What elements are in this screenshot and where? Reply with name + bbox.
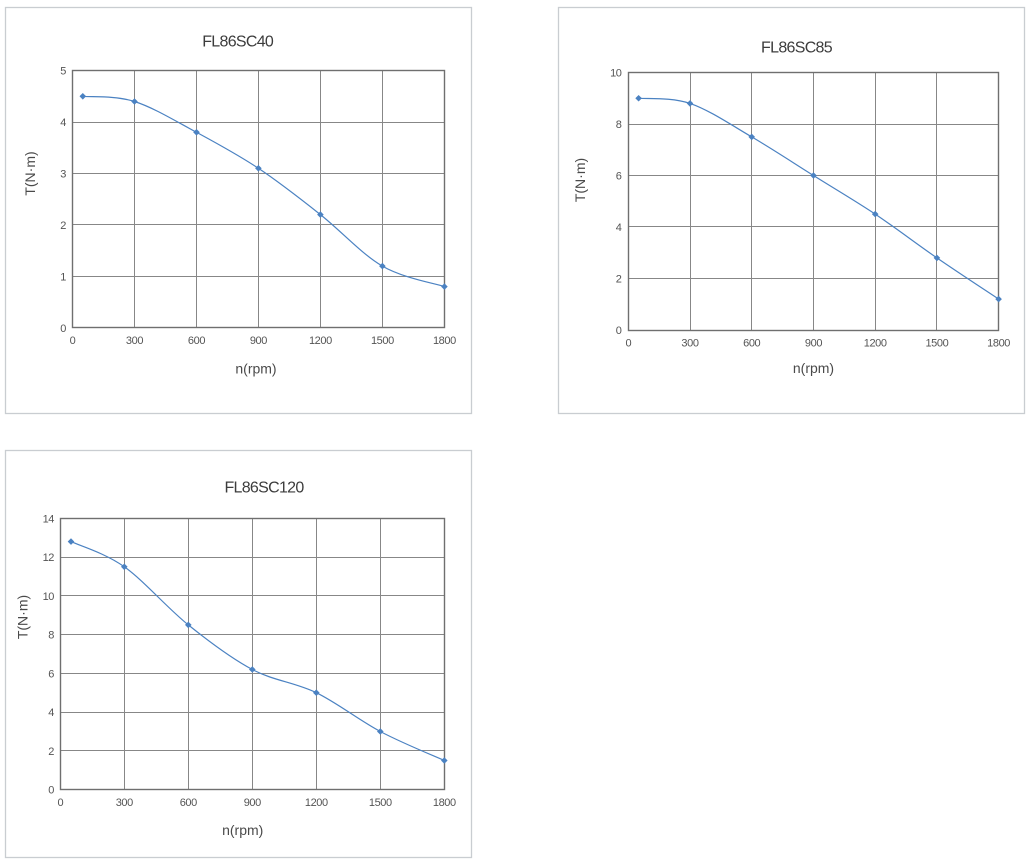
svg-text:1500: 1500 xyxy=(371,335,394,347)
svg-text:14: 14 xyxy=(43,513,55,525)
svg-text:1200: 1200 xyxy=(864,338,887,350)
svg-text:0: 0 xyxy=(57,797,63,809)
svg-text:T(N·m): T(N·m) xyxy=(14,595,30,639)
svg-text:1: 1 xyxy=(60,271,66,283)
svg-text:0: 0 xyxy=(48,785,54,797)
svg-text:600: 600 xyxy=(180,797,197,809)
svg-text:900: 900 xyxy=(805,338,822,350)
svg-text:300: 300 xyxy=(116,797,133,809)
svg-text:FL86SC85: FL86SC85 xyxy=(761,39,833,56)
svg-text:1500: 1500 xyxy=(925,338,948,350)
svg-text:2: 2 xyxy=(48,746,54,758)
svg-text:4: 4 xyxy=(48,707,54,719)
svg-text:4: 4 xyxy=(616,222,622,234)
svg-text:n(rpm): n(rpm) xyxy=(793,360,834,376)
svg-text:4: 4 xyxy=(60,117,66,129)
svg-text:2: 2 xyxy=(60,220,66,232)
svg-text:0: 0 xyxy=(70,335,76,347)
svg-text:6: 6 xyxy=(48,668,54,680)
svg-text:300: 300 xyxy=(126,335,143,347)
svg-text:1800: 1800 xyxy=(987,338,1010,350)
svg-text:1800: 1800 xyxy=(433,797,456,809)
svg-text:1800: 1800 xyxy=(433,335,456,347)
svg-text:10: 10 xyxy=(43,591,55,603)
svg-text:0: 0 xyxy=(616,325,622,337)
svg-text:n(rpm): n(rpm) xyxy=(222,822,263,838)
svg-text:300: 300 xyxy=(681,338,698,350)
svg-text:900: 900 xyxy=(244,797,261,809)
svg-text:5: 5 xyxy=(60,66,66,78)
svg-text:6: 6 xyxy=(616,171,622,183)
svg-text:0: 0 xyxy=(60,323,66,335)
svg-text:2: 2 xyxy=(616,274,622,286)
svg-text:8: 8 xyxy=(48,630,54,642)
svg-text:1200: 1200 xyxy=(309,335,332,347)
svg-text:12: 12 xyxy=(43,552,55,564)
svg-text:T(N·m): T(N·m) xyxy=(572,158,588,202)
svg-text:T(N·m): T(N·m) xyxy=(22,151,38,195)
svg-text:FL86SC120: FL86SC120 xyxy=(224,480,304,497)
svg-text:900: 900 xyxy=(250,335,267,347)
svg-text:600: 600 xyxy=(188,335,205,347)
svg-text:3: 3 xyxy=(60,169,66,181)
svg-text:0: 0 xyxy=(625,338,631,350)
svg-text:600: 600 xyxy=(743,338,760,350)
svg-text:n(rpm): n(rpm) xyxy=(235,360,276,376)
svg-text:8: 8 xyxy=(616,119,622,131)
svg-text:FL86SC40: FL86SC40 xyxy=(202,33,274,50)
svg-text:1500: 1500 xyxy=(369,797,392,809)
svg-text:1200: 1200 xyxy=(305,797,328,809)
svg-text:10: 10 xyxy=(610,68,622,80)
